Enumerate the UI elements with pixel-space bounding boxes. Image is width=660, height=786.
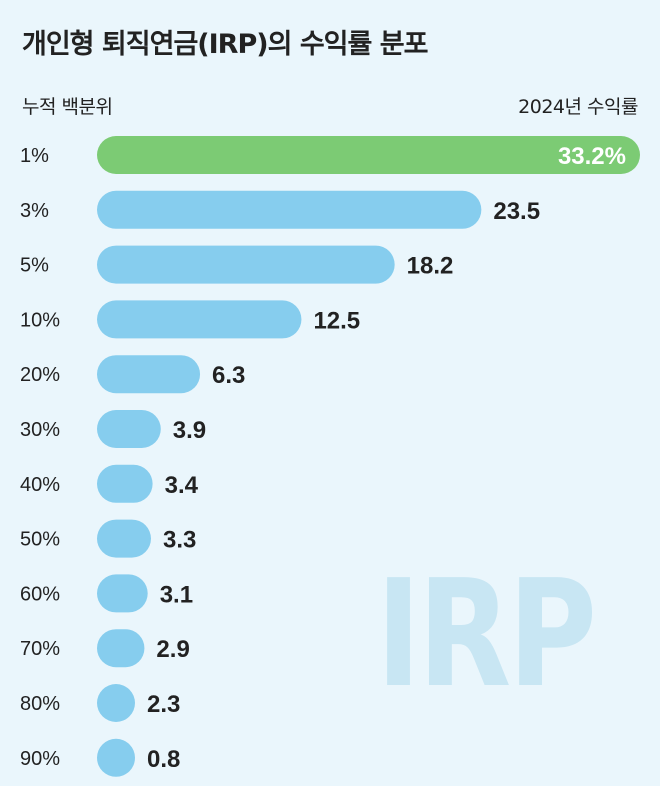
value-label: 12.5 (313, 307, 360, 334)
value-label: 2.3 (147, 691, 180, 718)
bar (97, 684, 135, 722)
value-label: 2.9 (156, 636, 189, 663)
value-label: 6.3 (212, 362, 245, 389)
value-label: 3.9 (173, 417, 206, 444)
bar (97, 629, 145, 668)
return-header: 2024년 수익률 (518, 96, 638, 118)
chart-title: 개인형 퇴직연금(IRP)의 수익률 분포 (22, 29, 428, 60)
value-label: 3.4 (165, 472, 199, 499)
category-label: 30% (20, 419, 60, 441)
bar (97, 464, 153, 503)
value-label: 23.5 (493, 198, 540, 225)
bar (97, 410, 161, 448)
value-label: 18.2 (407, 253, 454, 280)
category-label: 80% (20, 693, 60, 715)
category-label: 40% (20, 474, 60, 496)
category-label: 50% (20, 529, 60, 551)
category-label: 70% (20, 638, 60, 660)
value-label: 3.1 (160, 581, 193, 608)
bar (97, 738, 135, 777)
bar (97, 190, 482, 229)
category-label: 5% (20, 255, 49, 277)
bar (97, 519, 151, 558)
bar (97, 574, 148, 613)
category-label: 10% (20, 309, 60, 331)
value-label: 33.2% (558, 143, 626, 170)
value-label: 3.3 (163, 527, 196, 554)
bar (97, 245, 395, 284)
bar (97, 300, 302, 339)
irp-watermark: IRP (376, 548, 597, 720)
category-label: 1% (20, 145, 49, 167)
value-label: 0.8 (147, 746, 180, 773)
category-label: 90% (20, 748, 60, 770)
category-label: 20% (20, 364, 60, 386)
category-label: 3% (20, 200, 49, 222)
percentile-header: 누적 백분위 (22, 96, 113, 118)
bar (97, 136, 640, 174)
category-label: 60% (20, 583, 60, 605)
bar (97, 355, 201, 394)
